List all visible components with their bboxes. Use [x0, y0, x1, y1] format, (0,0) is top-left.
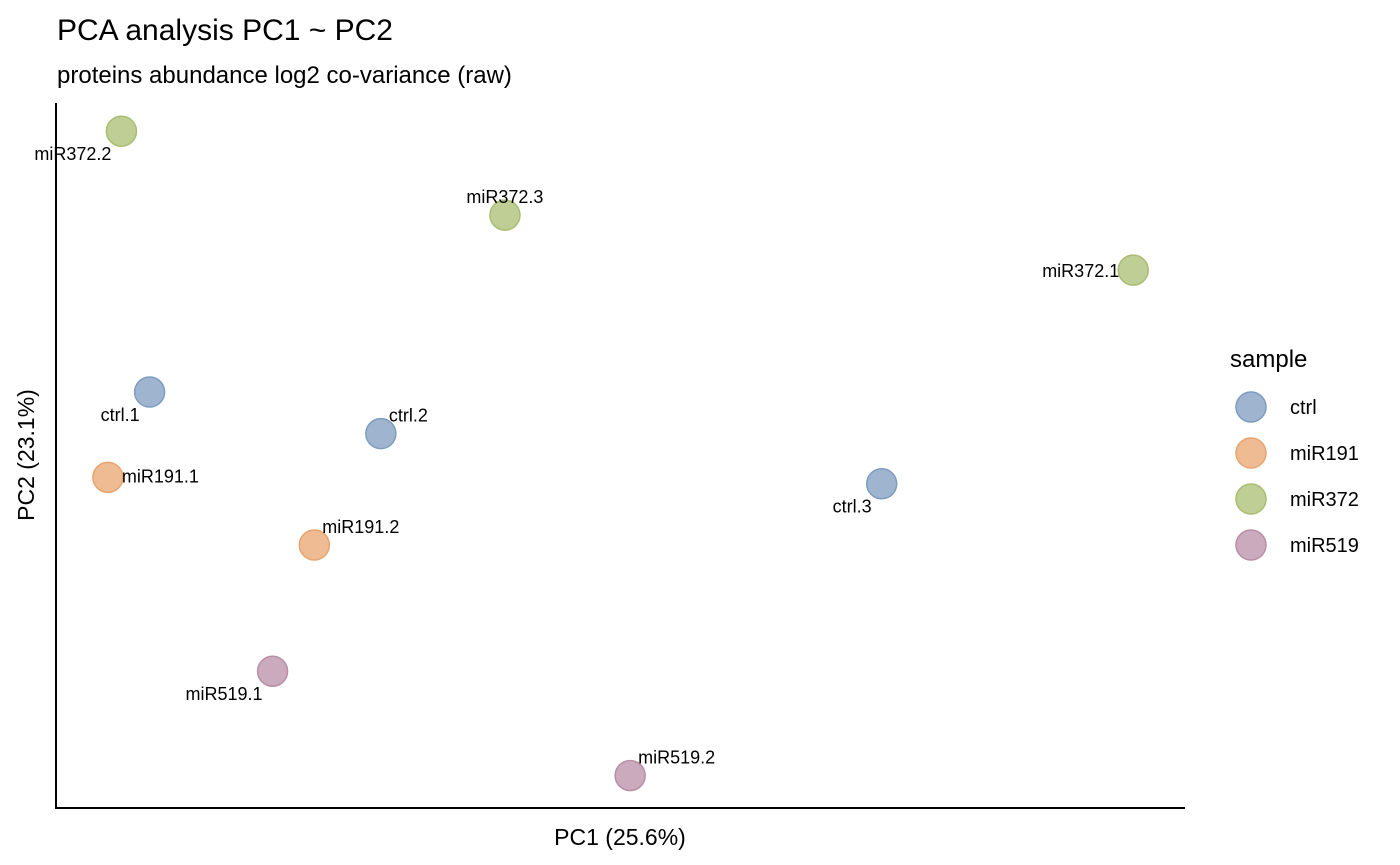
data-point-mir191-1 [92, 461, 124, 494]
point-labels: miR372.2 miR372.3 miR372.1 ctrl.1 ctrl.2 ctrl… [34, 144, 1119, 767]
data-point-mir372-2 [105, 115, 138, 147]
data-point-ctrl-3 [865, 467, 898, 500]
chart-title: PCA analysis PC1 ~ PC2 [57, 14, 393, 47]
y-axis-title: PC2 (23.1%) [13, 389, 39, 521]
data-point-mir191-2 [298, 529, 331, 561]
legend-label-mir519: miR519 [1290, 535, 1359, 557]
point-label: miR519.1 [186, 684, 263, 704]
point-label: ctrl.3 [833, 497, 872, 517]
data-point-mir372-1 [1117, 254, 1149, 286]
point-label: miR372.3 [466, 187, 543, 207]
data-point-ctrl-1 [133, 376, 166, 408]
point-label: ctrl.1 [101, 405, 140, 425]
legend-label-mir372: miR372 [1290, 489, 1359, 511]
legend-key-mir372 [1235, 483, 1267, 515]
legend-label-ctrl: ctrl [1290, 397, 1317, 419]
legend-label-mir191: miR191 [1290, 443, 1359, 465]
point-label: miR191.2 [322, 517, 399, 537]
point-label: miR519.2 [638, 748, 715, 768]
point-label: miR372.2 [34, 144, 111, 164]
legend-key-mir519 [1235, 529, 1267, 561]
legend: sample ctrl miR191 miR372 miR519 [1230, 346, 1359, 561]
data-point-mir519-1 [256, 655, 289, 687]
legend-key-mir191 [1235, 437, 1267, 469]
legend-title: sample [1230, 346, 1307, 373]
point-label: miR372.1 [1042, 261, 1119, 281]
point-label: ctrl.2 [389, 406, 428, 426]
point-label: miR191.1 [122, 466, 199, 486]
x-axis-title: PC1 (25.6%) [554, 824, 686, 850]
data-point-ctrl-2 [365, 417, 397, 450]
data-point-mir372-3 [489, 199, 521, 231]
chart-subtitle: proteins abundance log2 co-variance (raw… [57, 62, 512, 89]
legend-key-ctrl [1235, 391, 1267, 423]
data-points [92, 115, 1149, 792]
data-point-mir519-2 [614, 759, 646, 792]
